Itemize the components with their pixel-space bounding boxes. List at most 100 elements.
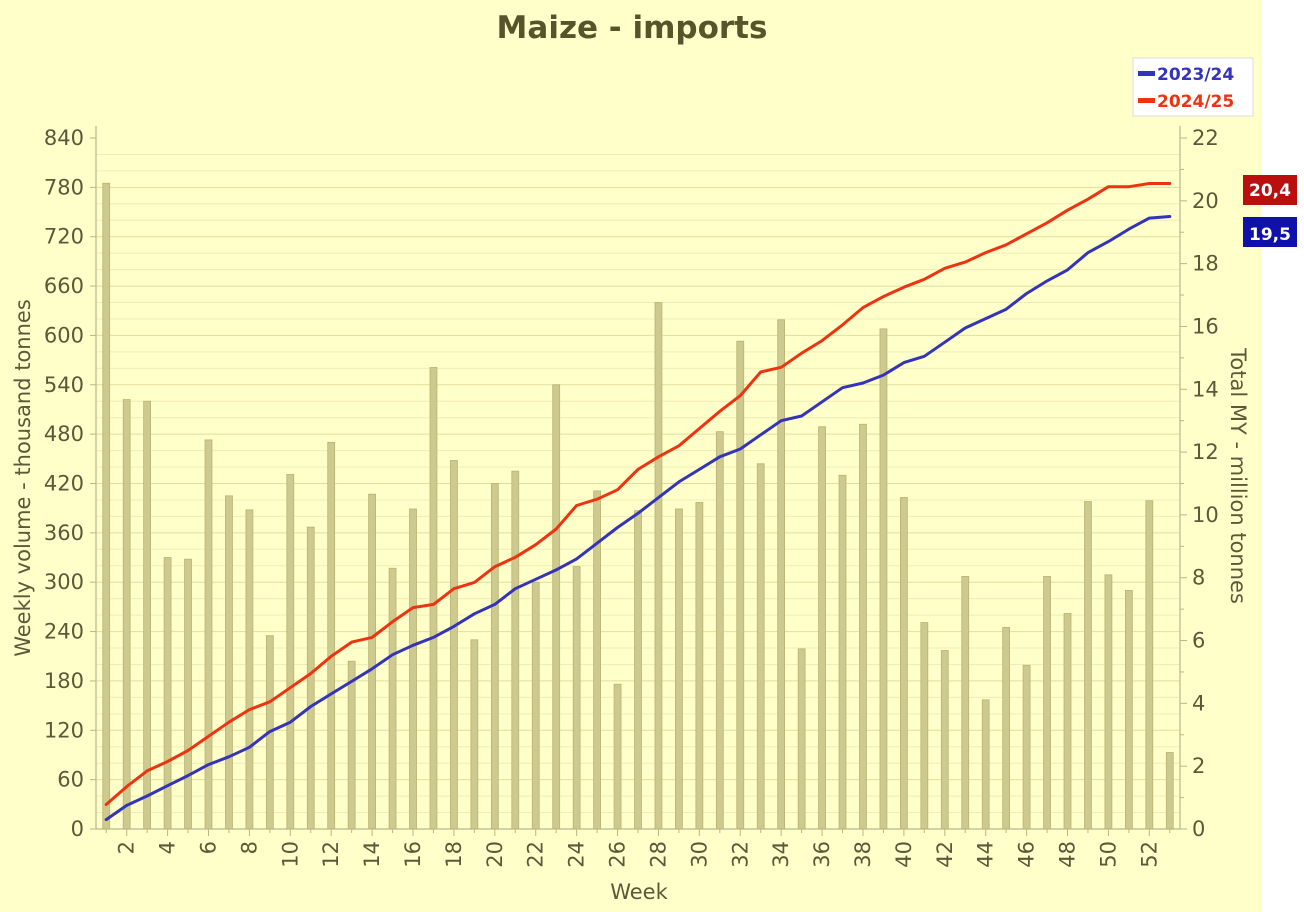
bar-week-16: [409, 508, 417, 830]
end-value-badges: 20,4 19,5: [1243, 175, 1297, 247]
bar-week-29: [675, 508, 683, 830]
bar-week-43: [961, 576, 970, 830]
x-tick-label: 18: [442, 841, 466, 868]
x-tick-label: 32: [728, 841, 752, 868]
x-tick-label: 38: [851, 841, 875, 868]
bar-week-11: [306, 526, 315, 830]
end-badge-2024-25: [1243, 175, 1297, 205]
x-tick-label: 42: [933, 841, 957, 868]
bar-week-10: [286, 474, 295, 830]
bar-week-32: [736, 340, 745, 830]
x-tick-label: 50: [1096, 841, 1120, 868]
bar-week-7: [225, 495, 233, 830]
bar-week-6: [204, 439, 213, 830]
bar-week-15: [388, 567, 397, 830]
left-tick-label: 540: [44, 373, 84, 397]
bar-week-21: [511, 470, 520, 830]
left-tick-label: 0: [71, 817, 84, 841]
bar-week-33: [756, 463, 765, 830]
bar-week-13: [347, 660, 356, 830]
x-tick-label: 24: [565, 841, 589, 868]
x-tick-label: 48: [1056, 841, 1080, 868]
x-tick-label: 26: [606, 841, 630, 868]
x-tick-label: 2: [115, 841, 139, 854]
bar-week-37: [838, 474, 847, 830]
x-tick-label: 10: [278, 841, 302, 868]
bar-week-5: [184, 558, 192, 830]
right-tick-label: 22: [1192, 126, 1219, 150]
bar-week-23: [552, 384, 561, 830]
x-axis-title: Week: [610, 880, 668, 904]
legend-swatch-2024-25: [1138, 98, 1155, 103]
x-tick-label: 22: [524, 841, 548, 868]
right-axis-title: Total MY - million tonnes: [1226, 347, 1250, 604]
bar-week-20: [490, 483, 499, 830]
bar-week-47: [1043, 576, 1051, 830]
bar-week-53: [1165, 752, 1174, 830]
bar-week-18: [450, 460, 458, 830]
bar-week-45: [1002, 627, 1011, 830]
end-value-2024-25: 20,4: [1249, 181, 1291, 201]
x-tick-label: 36: [810, 841, 834, 868]
bar-week-48: [1063, 613, 1072, 830]
bar-week-1: [102, 182, 111, 830]
legend-label-2024-25: 2024/25: [1157, 92, 1234, 112]
bar-week-2: [122, 399, 131, 830]
bar-week-17: [429, 367, 438, 830]
x-tick-label: 12: [319, 841, 343, 868]
tick-labels: 0601201802403003604204805406006607207808…: [44, 126, 1219, 868]
left-tick-label: 240: [44, 620, 84, 644]
bar-week-24: [572, 566, 581, 830]
bar-week-8: [245, 509, 254, 830]
left-tick-label: 120: [44, 718, 84, 742]
legend: 2023/24 2024/25: [1132, 57, 1254, 117]
x-tick-label: 34: [769, 841, 793, 868]
right-tick-label: 10: [1192, 503, 1219, 527]
bar-series: [102, 182, 1174, 830]
x-tick-label: 4: [156, 841, 180, 854]
bar-week-28: [654, 302, 663, 830]
bar-week-46: [1022, 664, 1031, 830]
right-tick-label: 8: [1192, 566, 1205, 590]
bar-week-27: [634, 510, 642, 830]
left-axis-title: Weekly volume - thousand tonnes: [11, 299, 35, 657]
right-tick-label: 4: [1192, 691, 1205, 715]
bar-week-42: [940, 650, 949, 830]
bar-week-41: [920, 622, 929, 830]
left-tick-label: 300: [44, 570, 84, 594]
legend-swatch-2023-24: [1138, 71, 1155, 76]
x-tick-label: 8: [237, 841, 261, 854]
x-tick-label: 40: [892, 841, 916, 868]
line-series-2024-25: [104, 182, 1172, 806]
bar-week-22: [531, 581, 540, 830]
bar-week-39: [879, 328, 888, 830]
left-tick-label: 660: [44, 274, 84, 298]
bar-week-50: [1104, 574, 1113, 830]
bar-week-31: [715, 431, 724, 830]
right-tick-label: 0: [1192, 817, 1205, 841]
left-tick-label: 480: [44, 422, 84, 446]
x-tick-label: 44: [974, 841, 998, 868]
bar-week-49: [1084, 501, 1092, 830]
right-tick-label: 14: [1192, 377, 1219, 401]
axes: [90, 126, 1187, 836]
bar-week-12: [327, 441, 336, 830]
left-tick-label: 840: [44, 126, 84, 150]
chart-title: Maize - imports: [497, 10, 768, 46]
x-tick-label: 20: [483, 841, 507, 868]
right-tick-label: 20: [1192, 189, 1219, 213]
bar-week-35: [797, 648, 806, 830]
line-series: [104, 182, 1172, 822]
x-tick-label: 30: [687, 841, 711, 868]
right-tick-label: 16: [1192, 314, 1219, 338]
bar-week-51: [1124, 590, 1133, 830]
right-tick-label: 18: [1192, 252, 1219, 276]
left-tick-label: 180: [44, 669, 84, 693]
line-series-2023-24: [104, 215, 1172, 822]
bar-week-44: [981, 699, 990, 830]
x-tick-label: 6: [196, 841, 220, 854]
legend-box: [1132, 57, 1254, 117]
x-tick-label: 28: [646, 841, 670, 868]
